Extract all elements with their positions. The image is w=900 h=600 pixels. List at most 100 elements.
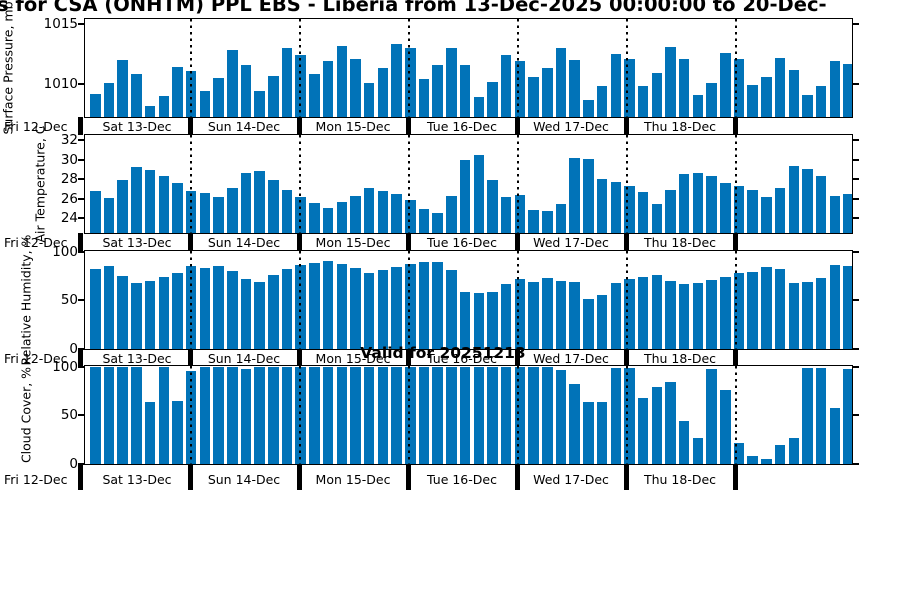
day-boundary-tick [623, 117, 629, 135]
surface-pressure-bar [103, 82, 115, 117]
surface-pressure-bar [377, 68, 389, 117]
row-start-label: Fri 12-Dec [4, 119, 68, 134]
day-label: Thu 18-Dec [643, 351, 717, 366]
day-boundary-tick [732, 464, 738, 490]
y-tick-mark-right [853, 139, 859, 142]
surface-pressure-bar [268, 75, 279, 117]
surface-pressure-bar [528, 76, 539, 117]
cloud-cover-bar [747, 456, 758, 464]
day-boundary-tick [405, 233, 411, 251]
surface-pressure-bar [596, 86, 608, 117]
y-tick-mark-right [853, 365, 859, 368]
surface-pressure-bar [459, 64, 471, 117]
day-divider-line [408, 366, 410, 464]
air-temperature-bar [610, 182, 622, 233]
relative-humidity-bar [678, 283, 690, 349]
cloud-cover-bar [473, 366, 485, 464]
cloud-cover-bar [733, 442, 745, 464]
y-tick-label: 26 [60, 190, 78, 207]
day-label: Wed 17-Dec [533, 472, 609, 487]
day-divider-line [299, 366, 301, 464]
relative-humidity-bar [199, 268, 211, 349]
air-temperature-bar [788, 165, 800, 233]
relative-humidity-bar [90, 269, 101, 349]
air-temperature-bar [227, 188, 238, 233]
y-tick-label: 24 [60, 210, 78, 227]
y-tick-mark-left [78, 178, 84, 181]
cloud-cover-bar [213, 366, 224, 464]
day-boundary-tick [187, 464, 193, 490]
air-temperature-bar [637, 192, 649, 233]
cloud-cover-bar [268, 366, 279, 464]
relative-humidity-bar [651, 274, 663, 349]
day-label: Mon 15-Dec [315, 351, 391, 366]
day-label: Sun 14-Dec [207, 119, 281, 134]
cloud-cover-bar [322, 366, 334, 464]
day-boundary-tick [77, 464, 83, 490]
day-boundary-tick [623, 233, 629, 251]
air-temperature-bar [144, 169, 156, 233]
relative-humidity-bar [405, 264, 416, 349]
relative-humidity-bar [774, 269, 786, 349]
day-boundary-tick [77, 349, 83, 366]
surface-pressure-bar [487, 81, 498, 117]
cloud-cover-bar [624, 368, 635, 464]
air-temperature-bar [268, 180, 279, 233]
relative-humidity-bar [706, 279, 717, 349]
day-divider-line [408, 19, 410, 117]
air-temperature-bar [802, 168, 813, 233]
relative-humidity-bar [336, 264, 348, 349]
air-temperature-bar [405, 199, 416, 233]
air-temperature-bar [363, 188, 375, 233]
day-divider-line [190, 251, 192, 349]
air-temperature-bar [774, 188, 786, 233]
surface-pressure-bar [117, 60, 128, 117]
air-temperature-bar [254, 170, 265, 233]
relative-humidity-bar [733, 272, 745, 349]
y-tick-label: 1010 [43, 76, 78, 92]
air-temperature-bar [651, 203, 663, 233]
surface-pressure-bar [199, 91, 211, 117]
cloud-cover-bar [678, 421, 690, 464]
day-boundary-tick [623, 349, 629, 366]
day-boundary-tick [187, 349, 193, 366]
y-tick-mark-right [853, 178, 859, 181]
chart-title: s for CSA (ONHTM) PPL EBS - Liberia from… [0, 0, 827, 16]
relative-humidity-bar [473, 293, 485, 349]
y-tick-label: 1015 [43, 16, 78, 32]
relative-humidity-bar [720, 276, 731, 349]
y-tick-mark-right [853, 414, 859, 417]
row-start-label: Fri 12-Dec [4, 351, 68, 366]
surface-pressure-bar [240, 64, 252, 117]
day-divider-line [408, 135, 410, 233]
y-axis-title-surface-pressure: Surface Pressure, mb [0, 1, 16, 135]
day-label: Wed 17-Dec [533, 119, 609, 134]
surface-pressure-bar [227, 50, 238, 117]
air-temperature-bar [747, 190, 758, 233]
surface-pressure-bar [829, 61, 841, 117]
surface-pressure-bar [610, 54, 622, 117]
day-boundary-tick [514, 117, 520, 135]
cloud-cover-bar [651, 387, 663, 464]
row-start-label: Fri 12-Dec [4, 472, 68, 487]
air-temperature-bar [720, 183, 731, 233]
surface-pressure-bar [172, 67, 183, 117]
air-temperature-bar [418, 208, 430, 233]
y-tick-mark-left [78, 250, 84, 253]
surface-pressure-bar [569, 60, 580, 117]
air-temperature-bar [172, 183, 183, 233]
air-temperature-bar [596, 179, 608, 233]
air-temperature-bar [761, 196, 772, 233]
air-temperature-bar [514, 195, 526, 233]
relative-humidity-bar [802, 281, 813, 349]
y-tick-mark-left [78, 23, 84, 25]
y-tick-label: 50 [60, 407, 78, 424]
surface-pressure-bar [637, 86, 649, 117]
day-divider-line [626, 135, 628, 233]
cloud-cover-bar [227, 366, 238, 464]
relative-humidity-bar [761, 267, 772, 349]
relative-humidity-bar [131, 282, 142, 349]
cloud-cover-bar [309, 366, 320, 464]
y-tick-label: 28 [60, 171, 78, 188]
day-label: Sat 13-Dec [102, 235, 172, 250]
